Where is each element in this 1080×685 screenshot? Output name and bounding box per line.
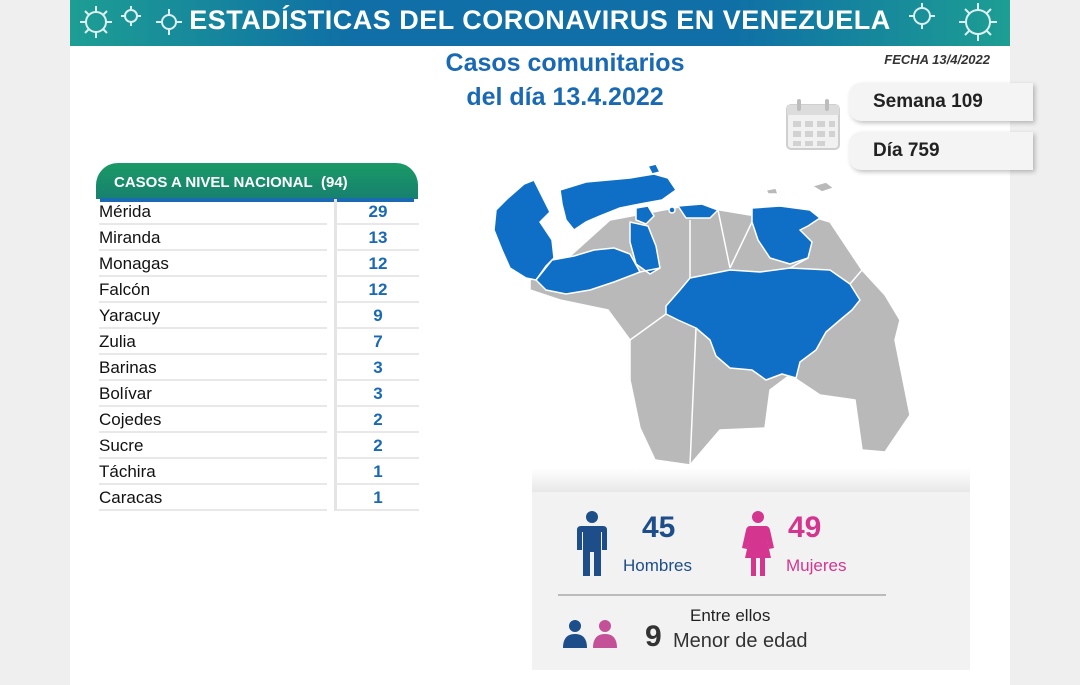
- map-borders: [629, 209, 863, 466]
- children-icon: [563, 620, 617, 648]
- state-name: Bolívar: [99, 381, 327, 407]
- table-row: Yaracuy 9: [96, 303, 422, 329]
- map-region-monagas: [751, 205, 821, 265]
- map-region-yaracuy: [635, 205, 655, 225]
- female-figure-icon: [742, 511, 774, 576]
- female-label: Mujeres: [786, 556, 847, 575]
- state-cases: 3: [334, 381, 419, 407]
- map-island: [765, 187, 779, 195]
- subtitle-line-1: Casos comunitarios: [445, 49, 685, 77]
- table-header-label: CASOS A NIVEL NACIONAL (94): [114, 174, 348, 191]
- map-region-caracas: [668, 206, 676, 214]
- day-badge: Día 759: [849, 132, 1033, 170]
- stats-panel-top: [532, 468, 970, 494]
- table-row: Cojedes 2: [96, 407, 422, 433]
- table-row: Táchira 1: [96, 459, 422, 485]
- banner: ESTADÍSTICAS DEL CORONAVIRUS EN VENEZUEL…: [70, 0, 1010, 46]
- table-row: Falcón 12: [96, 277, 422, 303]
- banner-title: ESTADÍSTICAS DEL CORONAVIRUS EN VENEZUEL…: [189, 5, 891, 35]
- map-island: [811, 181, 835, 193]
- map-region-bolivar: [665, 267, 861, 381]
- state-cases: 1: [334, 485, 419, 511]
- table-row: Miranda 13: [96, 225, 422, 251]
- table-row: Mérida 29: [96, 199, 422, 225]
- among-them-label: Entre ellos: [690, 606, 771, 625]
- table-header: CASOS A NIVEL NACIONAL (94): [96, 163, 418, 202]
- table-title: CASOS A NIVEL NACIONAL: [114, 174, 313, 191]
- map-region-falcon: [559, 173, 677, 231]
- subtitle-line-2: del día 13.4.2022: [466, 83, 664, 111]
- male-count: 45: [642, 511, 676, 544]
- table-row: Bolívar 3: [96, 381, 422, 407]
- state-name: Zulia: [99, 329, 327, 355]
- venezuela-map: [493, 163, 910, 466]
- state-cases: 12: [334, 277, 419, 303]
- table-row: Zulia 7: [96, 329, 422, 355]
- state-name: Yaracuy: [99, 303, 327, 329]
- state-name: Barinas: [99, 355, 327, 381]
- map-island: [647, 163, 661, 175]
- table-row: Monagas 12: [96, 251, 422, 277]
- state-name: Falcón: [99, 277, 327, 303]
- calendar-icon: [786, 99, 840, 150]
- state-name: Monagas: [99, 251, 327, 277]
- state-cases: 2: [334, 407, 419, 433]
- infographic: ESTADÍSTICAS DEL CORONAVIRUS EN VENEZUEL…: [70, 0, 1033, 685]
- male-figure-icon: [577, 511, 607, 576]
- state-cases: 12: [334, 251, 419, 277]
- state-cases: 3: [334, 355, 419, 381]
- state-name: Caracas: [99, 485, 327, 511]
- state-name: Cojedes: [99, 407, 327, 433]
- state-cases: 2: [334, 433, 419, 459]
- cases-table: Mérida 29 Miranda 13 Monagas 12 Falcón 12 Ya…: [96, 199, 422, 511]
- virus-icon: [80, 6, 141, 38]
- page-subtitle: Casos comunitarios del día 13.4.2022: [410, 46, 720, 114]
- map-region-miranda: [677, 203, 719, 219]
- state-cases: 1: [334, 459, 419, 485]
- table-row: Sucre 2: [96, 433, 422, 459]
- state-cases: 29: [334, 199, 419, 225]
- state-cases: 13: [334, 225, 419, 251]
- state-name: Miranda: [99, 225, 327, 251]
- virus-icon: [909, 3, 997, 41]
- minors-label: Menor de edad: [673, 630, 808, 652]
- week-badge: Semana 109: [849, 83, 1033, 121]
- female-count: 49: [788, 511, 822, 544]
- table-row: Barinas 3: [96, 355, 422, 381]
- minors-count: 9: [645, 620, 662, 653]
- stats-divider: [558, 594, 886, 596]
- table-row: Caracas 1: [96, 485, 422, 511]
- state-name: Mérida: [99, 199, 327, 225]
- map-region-zulia: [493, 179, 555, 281]
- state-cases: 9: [334, 303, 419, 329]
- virus-icon: [156, 9, 182, 35]
- map-region-cojedes: [629, 221, 661, 275]
- state-cases: 7: [334, 329, 419, 355]
- state-name: Sucre: [99, 433, 327, 459]
- date-label: FECHA 13/4/2022: [884, 52, 990, 67]
- table-total: (94): [320, 174, 348, 191]
- state-name: Táchira: [99, 459, 327, 485]
- male-label: Hombres: [623, 556, 692, 575]
